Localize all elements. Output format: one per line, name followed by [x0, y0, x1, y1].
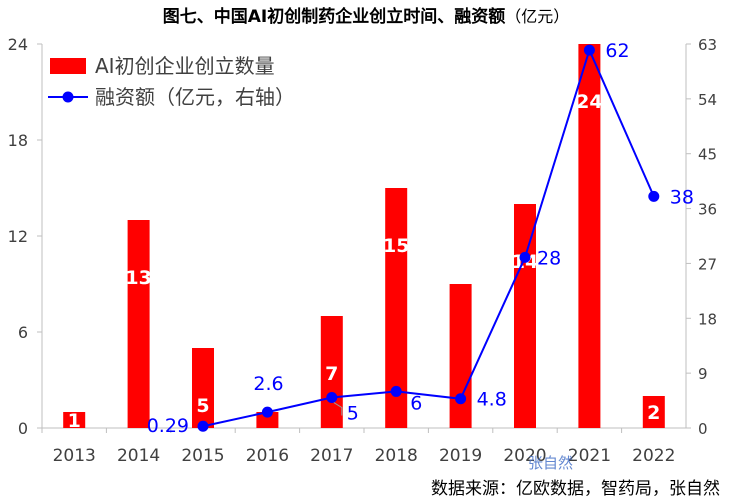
line-label: 62	[605, 40, 629, 62]
line-label: 5	[347, 403, 359, 425]
legend-bar-swatch	[50, 58, 86, 74]
line-label: 38	[670, 186, 694, 208]
line-series	[202, 47, 655, 428]
bar	[578, 44, 601, 428]
left-tick-label: 12	[8, 227, 28, 246]
x-tick-label: 2015	[181, 446, 224, 466]
right-tick-label: 45	[698, 146, 717, 164]
right-tick-label: 63	[698, 36, 717, 54]
left-tick-label: 18	[8, 131, 28, 150]
chart-title: 图七、中国AI初创制药企业创立时间、融资额（亿元）	[0, 2, 732, 27]
bar	[63, 412, 86, 428]
left-tick-label: 0	[18, 419, 28, 438]
title-main: 图七、中国AI初创制药企业创立时间、融资额	[162, 7, 506, 27]
bar-label: 7	[325, 363, 338, 385]
line-label: 0.29	[147, 415, 189, 437]
line-point	[197, 420, 209, 432]
right-tick-label: 18	[698, 310, 717, 328]
legend-line-label: 融资额（亿元，右轴）	[95, 85, 295, 109]
legend-bar-label: AI初创企业创立数量	[95, 54, 275, 78]
left-tick-label: 24	[8, 35, 28, 54]
bar-label: 13	[125, 267, 151, 289]
x-tick-label: 2014	[117, 446, 160, 466]
right-tick-label: 54	[698, 91, 717, 109]
line-label: 4.8	[477, 389, 507, 411]
right-tick-label: 0	[698, 420, 708, 438]
bar	[256, 412, 279, 428]
line-label: 6	[410, 392, 422, 414]
bar-label: 24	[576, 91, 602, 113]
right-tick-label: 9	[698, 365, 708, 383]
bar-label: 1	[68, 410, 81, 432]
title-unit: （亿元）	[505, 7, 570, 26]
line-point	[455, 393, 467, 405]
x-tick-label: 2020	[503, 446, 546, 466]
right-tick-label: 36	[698, 201, 717, 219]
bar	[385, 188, 408, 428]
x-tick-label: 2013	[53, 446, 96, 466]
bar	[514, 204, 536, 428]
line-point	[326, 392, 338, 404]
leader-line	[333, 402, 343, 416]
bar	[449, 284, 472, 428]
right-tick-label: 27	[698, 255, 717, 273]
x-tick-label: 2018	[375, 446, 418, 466]
watermark: 张自然	[528, 454, 574, 472]
left-tick-label: 6	[18, 323, 28, 342]
bar-label: 15	[383, 235, 409, 257]
legend-line-marker	[62, 91, 74, 103]
bar	[642, 396, 665, 428]
line-label: 2.6	[253, 373, 283, 395]
x-tick-label: 2017	[310, 446, 353, 466]
x-tick-label: 2016	[246, 446, 289, 466]
line-point	[519, 251, 531, 263]
x-tick-label: 2022	[632, 446, 675, 466]
line-point	[583, 44, 595, 56]
bar	[192, 348, 214, 428]
bar-label: 5	[196, 395, 209, 417]
line-point	[390, 385, 402, 397]
bar	[320, 316, 343, 428]
bar-label: 2	[647, 402, 660, 424]
line-point	[261, 406, 273, 418]
source-note: 数据来源：亿欧数据，智药局，张自然	[431, 479, 720, 499]
bar	[127, 220, 150, 428]
x-tick-label: 2021	[568, 446, 611, 466]
line-point	[648, 190, 660, 202]
line-label: 28	[537, 247, 561, 269]
x-tick-label: 2019	[439, 446, 482, 466]
